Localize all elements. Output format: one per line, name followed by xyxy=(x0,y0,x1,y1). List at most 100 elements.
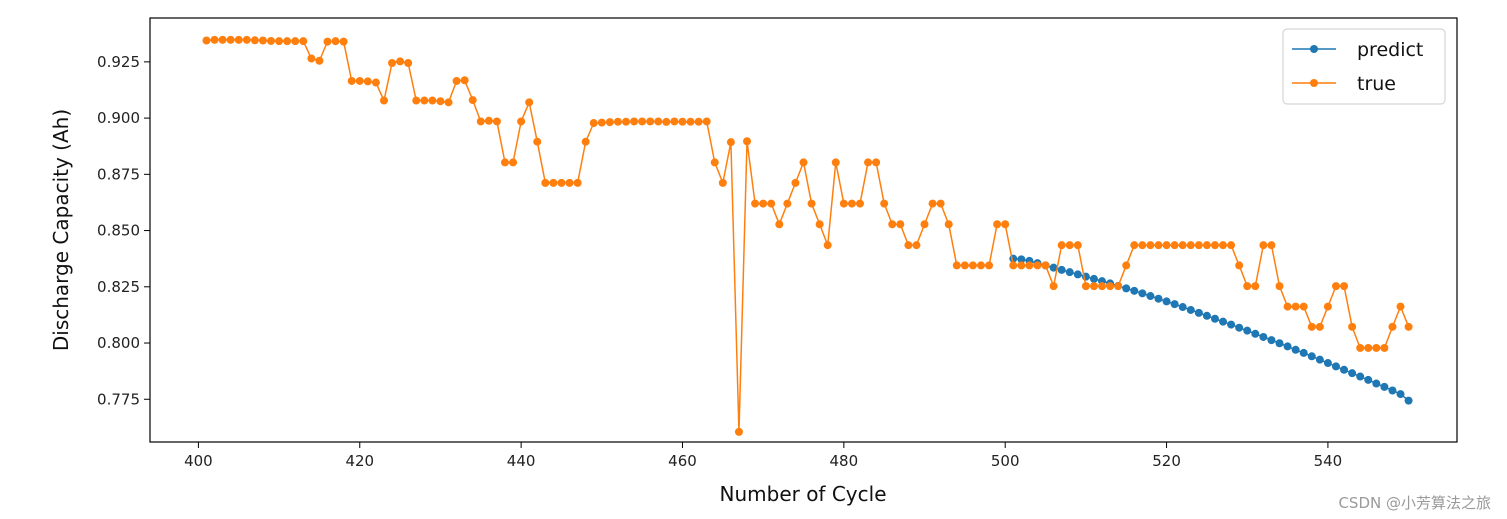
data-point-true xyxy=(1227,241,1236,250)
data-point-predict xyxy=(1291,345,1300,354)
data-point-true xyxy=(1283,302,1292,311)
data-point-true xyxy=(872,158,881,167)
y-axis-ticks: 0.775 0.800 0.825 0.850 0.875 0.900 0.925 xyxy=(97,53,150,408)
data-point-true xyxy=(1041,261,1050,270)
data-point-true xyxy=(492,117,501,126)
x-axis-ticks: 400 420 440 460 480 500 520 540 xyxy=(184,442,1342,470)
data-point-true xyxy=(1388,322,1397,331)
data-point-true xyxy=(646,117,655,126)
data-point-predict xyxy=(1307,352,1316,361)
data-point-true xyxy=(605,118,614,127)
series-true xyxy=(202,35,1413,436)
data-point-true xyxy=(1130,241,1139,250)
data-point-true xyxy=(1186,241,1195,250)
data-point-predict xyxy=(1057,265,1066,274)
data-point-true xyxy=(1323,302,1332,311)
x-tick-label: 540 xyxy=(1314,452,1343,470)
data-point-true xyxy=(1073,241,1082,250)
data-point-true xyxy=(1275,282,1284,291)
series-layer xyxy=(202,35,1413,436)
data-point-predict xyxy=(1065,268,1074,277)
data-point-true xyxy=(331,37,340,46)
data-point-true xyxy=(968,261,977,270)
data-point-predict xyxy=(1154,294,1163,303)
data-point-predict xyxy=(1202,311,1211,320)
data-point-predict xyxy=(1356,372,1365,381)
data-point-true xyxy=(815,220,824,229)
y-tick-label: 0.875 xyxy=(97,165,140,183)
data-point-true xyxy=(283,37,292,46)
data-point-true xyxy=(1138,241,1147,250)
data-point-true xyxy=(694,117,703,126)
data-point-predict xyxy=(1396,390,1405,399)
data-point-predict xyxy=(1283,342,1292,351)
data-point-true xyxy=(315,56,324,65)
data-point-true xyxy=(775,220,784,229)
data-point-true xyxy=(581,137,590,146)
data-point-true xyxy=(339,37,348,46)
data-point-predict xyxy=(1243,326,1252,335)
data-point-predict xyxy=(1130,286,1139,295)
data-point-true xyxy=(1049,282,1058,291)
data-point-true xyxy=(936,199,945,208)
data-point-true xyxy=(1202,241,1211,250)
y-tick-label: 0.900 xyxy=(97,109,140,127)
data-point-true xyxy=(783,199,792,208)
x-tick-label: 400 xyxy=(184,452,213,470)
data-point-predict xyxy=(1388,386,1397,395)
data-point-true xyxy=(613,117,622,126)
data-point-true xyxy=(1106,282,1115,291)
data-point-true xyxy=(896,220,905,229)
data-point-predict xyxy=(1017,255,1026,264)
data-point-true xyxy=(912,241,921,250)
data-point-true xyxy=(509,158,518,167)
data-point-predict xyxy=(1372,379,1381,388)
data-point-true xyxy=(1089,282,1098,291)
y-tick-label: 0.800 xyxy=(97,334,140,352)
data-point-true xyxy=(630,117,639,126)
data-point-true xyxy=(436,97,445,106)
data-point-true xyxy=(242,35,251,44)
data-point-true xyxy=(726,138,735,147)
data-point-true xyxy=(759,199,768,208)
data-point-true xyxy=(549,178,558,187)
data-point-true xyxy=(670,117,679,126)
data-point-true xyxy=(686,117,695,126)
data-point-true xyxy=(920,220,929,229)
data-point-predict xyxy=(1404,396,1413,405)
data-point-true xyxy=(420,96,429,105)
x-tick-label: 520 xyxy=(1152,452,1181,470)
legend-marker-predict xyxy=(1310,45,1318,53)
data-point-true xyxy=(1219,241,1228,250)
data-point-true xyxy=(444,98,453,107)
data-point-true xyxy=(839,199,848,208)
data-point-true xyxy=(363,77,372,86)
data-point-true xyxy=(1356,343,1365,352)
data-point-true xyxy=(1009,261,1018,270)
legend-marker-true xyxy=(1310,79,1318,87)
legend: predict true xyxy=(1282,28,1446,105)
data-point-true xyxy=(250,36,259,45)
data-point-true xyxy=(371,78,380,87)
data-point-true xyxy=(1001,220,1010,229)
data-point-true xyxy=(1162,241,1171,250)
y-tick-label: 0.825 xyxy=(97,278,140,296)
data-point-predict xyxy=(1122,284,1131,293)
plot-frame xyxy=(149,17,1458,443)
data-point-predict xyxy=(1251,329,1260,338)
data-point-true xyxy=(557,178,566,187)
data-point-true xyxy=(888,220,897,229)
data-point-true xyxy=(468,96,477,105)
data-point-true xyxy=(589,119,598,128)
data-point-true xyxy=(202,36,211,45)
data-point-true xyxy=(710,158,719,167)
data-point-true xyxy=(1057,241,1066,250)
data-point-predict xyxy=(1194,308,1203,317)
data-point-true xyxy=(1098,282,1107,291)
data-point-true xyxy=(638,117,647,126)
data-point-true xyxy=(388,58,397,67)
data-point-true xyxy=(831,158,840,167)
data-point-true xyxy=(1404,322,1413,331)
data-point-true xyxy=(1194,241,1203,250)
